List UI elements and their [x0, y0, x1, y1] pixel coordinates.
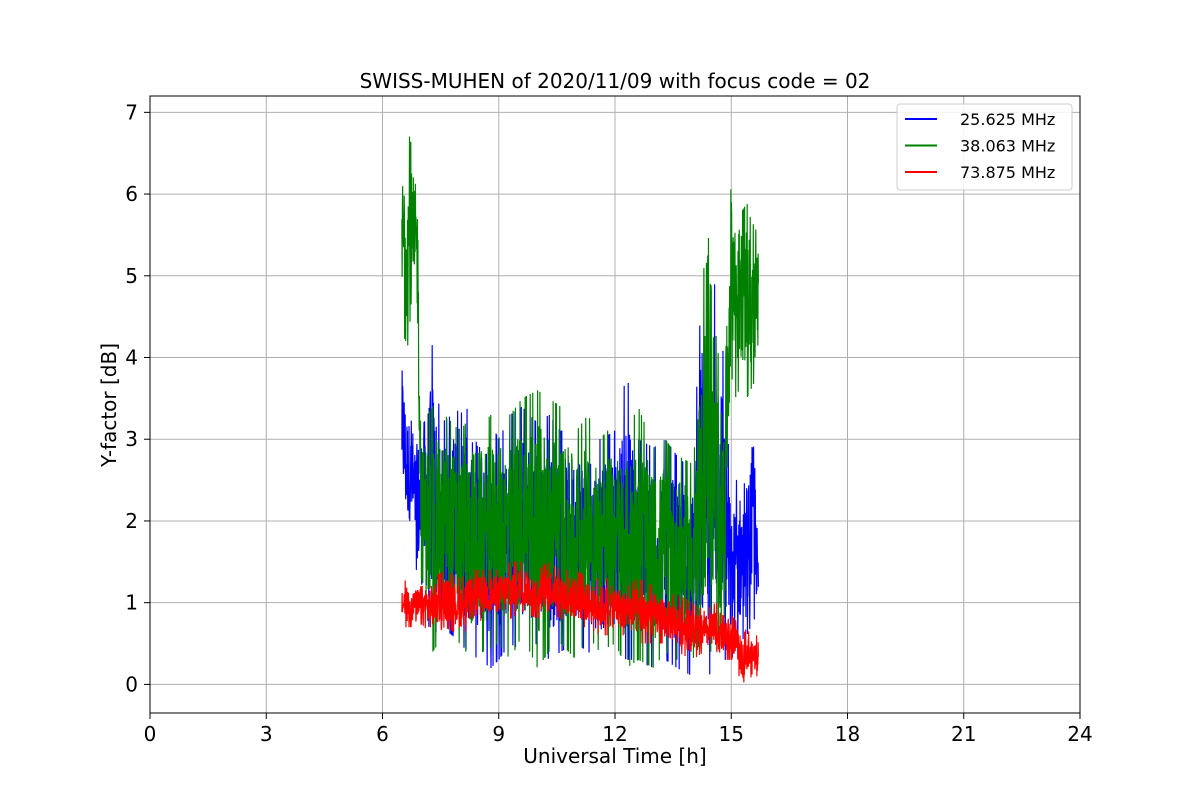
- x-axis-label: Universal Time [h]: [523, 744, 706, 768]
- x-tick-label: 18: [835, 722, 860, 746]
- y-tick-label: 3: [125, 427, 138, 451]
- x-tick-label: 24: [1067, 722, 1092, 746]
- y-tick-label: 5: [125, 264, 138, 288]
- legend: 25.625 MHz 38.063 MHz 73.875 MHz: [896, 103, 1073, 191]
- x-tick-label: 21: [951, 722, 976, 746]
- series-layer: [401, 136, 759, 683]
- series-line-3: [401, 561, 759, 683]
- y-tick-label: 7: [125, 100, 138, 124]
- y-tick-label: 1: [125, 591, 138, 615]
- x-tick-label: 15: [719, 722, 744, 746]
- y-tick-label: 2: [125, 509, 138, 533]
- x-tick-label: 3: [260, 722, 273, 746]
- legend-label: 38.063 MHz: [960, 137, 1055, 156]
- y-tick-label: 6: [125, 182, 138, 206]
- x-tick-label: 0: [144, 722, 157, 746]
- y-axis-label: Y-factor [dB]: [97, 343, 121, 468]
- x-axis: 0 3 6 9 12 15 18 21 24: [144, 713, 1093, 746]
- x-tick-label: 12: [602, 722, 627, 746]
- legend-box: [896, 103, 1073, 191]
- x-tick-label: 6: [376, 722, 389, 746]
- y-tick-label: 0: [125, 672, 138, 696]
- legend-label: 25.625 MHz: [960, 110, 1055, 129]
- y-axis: 0 1 2 3 4 5 6 7: [125, 100, 150, 696]
- legend-label: 73.875 MHz: [960, 163, 1055, 182]
- x-tick-label: 9: [492, 722, 505, 746]
- y-tick-label: 4: [125, 346, 138, 370]
- chart-title: SWISS-MUHEN of 2020/11/09 with focus cod…: [360, 69, 871, 93]
